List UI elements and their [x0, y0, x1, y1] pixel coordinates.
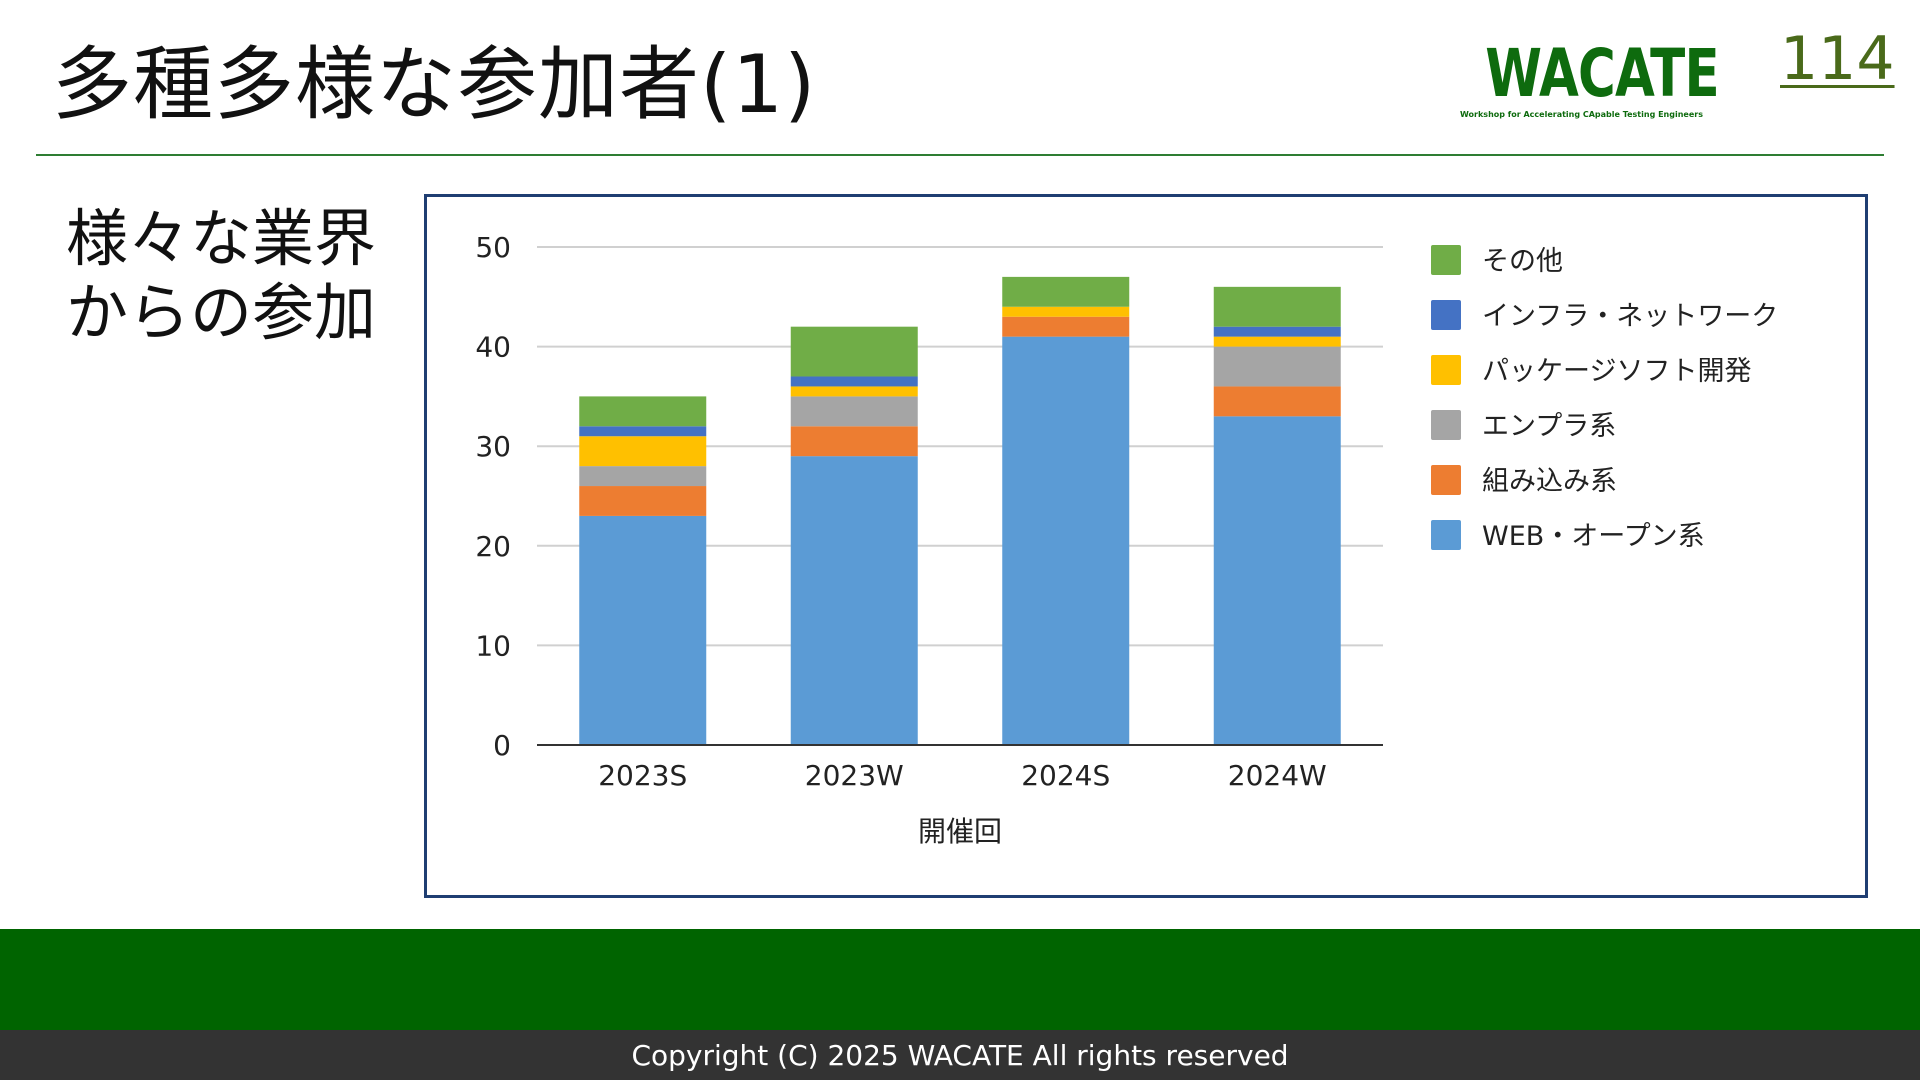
- y-tick-label: 50: [475, 231, 511, 264]
- chart-frame: 0 10 20 30 40 50 2023S 2023W 2024S 2024W 開催回 その他インフ…: [424, 194, 1868, 898]
- x-tick-label: 2023W: [805, 759, 904, 792]
- bar-segment: [790, 396, 918, 427]
- wacate-logo: WACATE Workshop for Accelerating CApable…: [1460, 35, 1720, 120]
- bar-segment: [790, 456, 918, 745]
- bar-segment: [1213, 346, 1341, 387]
- legend-label: その他: [1482, 246, 1563, 277]
- legend-swatch: [1431, 520, 1461, 550]
- bar-segment: [1213, 386, 1341, 417]
- bar-segment: [790, 326, 918, 377]
- title-divider: [36, 154, 1884, 156]
- subtitle-line-1: 様々な業界: [66, 202, 377, 275]
- x-tick-label: 2023S: [598, 759, 687, 792]
- subtitle-line-2: からの参加: [66, 276, 377, 349]
- bar-segment: [1002, 316, 1130, 337]
- logo-wordmark: WACATE: [1485, 35, 1719, 112]
- footer-bar: Copyright (C) 2025 WACATE All rights res…: [0, 1030, 1920, 1080]
- bar-segment: [579, 396, 707, 427]
- y-tick-label: 0: [493, 729, 511, 762]
- x-axis-title: 開催回: [918, 815, 1002, 848]
- legend-swatch: [1431, 355, 1461, 385]
- bar-segment: [1213, 326, 1341, 337]
- legend-label: エンプラ系: [1482, 411, 1616, 442]
- x-tick-label: 2024S: [1021, 759, 1110, 792]
- y-tick-label: 10: [475, 629, 511, 662]
- legend-swatch: [1431, 410, 1461, 440]
- legend-label: WEB・オープン系: [1482, 521, 1705, 552]
- copyright-text: Copyright (C) 2025 WACATE All rights res…: [631, 1038, 1289, 1072]
- bar-segment: [790, 386, 918, 397]
- y-tick-label: 30: [475, 430, 511, 463]
- x-tick-label: 2024W: [1228, 759, 1327, 792]
- legend-swatch: [1431, 300, 1461, 330]
- bar-segment: [1002, 336, 1130, 745]
- bar-segment: [1213, 286, 1341, 327]
- bar-segment: [1002, 276, 1130, 307]
- legend-label: 組み込み系: [1482, 466, 1617, 497]
- legend-label: パッケージソフト開発: [1482, 356, 1751, 387]
- slide-title: 多種多様な参加者(1): [52, 38, 817, 131]
- bar-segment: [1213, 416, 1341, 745]
- slide-subtitle: 様々な業界 からの参加: [66, 202, 406, 350]
- footer-band: [0, 929, 1920, 1030]
- page-number[interactable]: 114: [1780, 24, 1895, 94]
- bar-segment: [579, 486, 707, 516]
- legend-swatch: [1431, 245, 1461, 275]
- bar-segment: [579, 426, 707, 437]
- bar-segment: [1002, 306, 1130, 317]
- stacked-bar-chart: 0 10 20 30 40 50 2023S 2023W 2024S 2024W 開催回 その他インフ…: [475, 231, 1778, 848]
- y-tick-label: 40: [475, 331, 511, 364]
- legend-swatch: [1431, 465, 1461, 495]
- bar-segment: [579, 515, 707, 745]
- bar-segment: [790, 426, 918, 457]
- bar-segment: [579, 466, 707, 487]
- bar-segment: [579, 436, 707, 467]
- bar-segment: [790, 376, 918, 387]
- bar-segment: [1213, 336, 1341, 347]
- logo-tagline: Workshop for Accelerating CApable Testin…: [1460, 110, 1703, 119]
- legend-label: インフラ・ネットワーク: [1482, 301, 1778, 332]
- y-tick-label: 20: [475, 530, 511, 563]
